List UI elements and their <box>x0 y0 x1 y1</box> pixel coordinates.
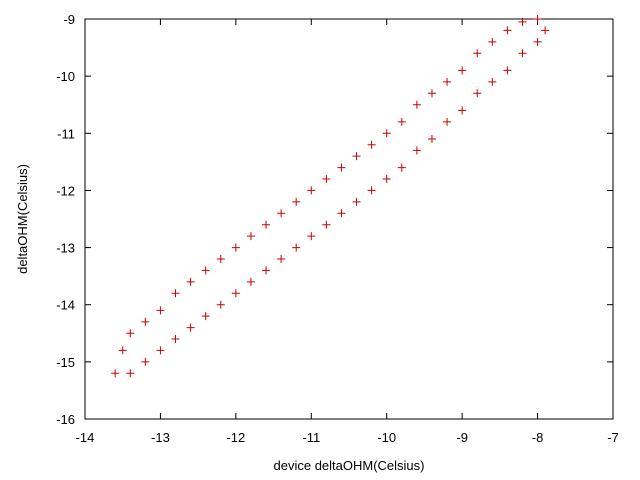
point <box>382 129 391 138</box>
y-tick-label: -14 <box>56 298 75 313</box>
point <box>337 163 346 172</box>
point <box>367 186 376 195</box>
point <box>277 255 286 263</box>
point <box>126 329 135 338</box>
y-tick-label: -13 <box>56 241 75 256</box>
point <box>231 289 240 298</box>
point <box>262 266 271 275</box>
point <box>216 300 225 309</box>
point <box>488 37 497 46</box>
x-tick-label: -7 <box>607 430 619 445</box>
point <box>518 49 527 58</box>
y-tick-label: -16 <box>56 412 75 427</box>
point <box>503 66 512 75</box>
x-tick-label: -8 <box>532 430 544 445</box>
point <box>186 277 195 286</box>
x-tick-label: -11 <box>302 430 320 445</box>
point <box>292 197 301 206</box>
point <box>262 220 271 229</box>
point <box>186 323 195 332</box>
point <box>246 277 255 286</box>
point <box>322 220 331 229</box>
point <box>156 346 165 355</box>
point <box>307 186 316 195</box>
point <box>427 89 436 98</box>
point <box>503 26 512 35</box>
point <box>458 106 467 115</box>
point <box>246 232 255 241</box>
point <box>307 232 316 241</box>
point <box>141 357 150 366</box>
point <box>156 306 165 315</box>
point <box>352 152 361 161</box>
point <box>126 369 135 378</box>
point <box>141 317 150 326</box>
point <box>488 77 497 86</box>
point <box>277 209 286 218</box>
y-tick-label: -12 <box>56 183 75 198</box>
point <box>518 17 527 26</box>
x-tick-label: -13 <box>151 430 170 445</box>
point <box>367 140 376 149</box>
point <box>216 255 225 263</box>
point <box>397 117 406 126</box>
point <box>382 175 391 183</box>
point <box>337 209 346 218</box>
y-tick-label: -9 <box>63 12 75 27</box>
point <box>412 146 421 155</box>
plot-frame <box>84 18 614 420</box>
point <box>533 37 542 46</box>
point <box>473 49 482 58</box>
point <box>397 163 406 172</box>
y-tick-label: -15 <box>56 355 75 370</box>
point <box>458 66 467 75</box>
point <box>473 89 482 98</box>
point <box>201 312 210 321</box>
point <box>171 335 180 343</box>
point <box>533 15 542 23</box>
point <box>118 346 127 355</box>
point <box>443 117 452 126</box>
point <box>352 197 361 206</box>
x-tick-label: -10 <box>377 430 396 445</box>
y-tick-label: -11 <box>57 126 75 141</box>
point <box>171 289 180 298</box>
point <box>427 135 436 143</box>
y-tick-label: -10 <box>56 69 75 84</box>
point <box>231 243 240 252</box>
point <box>412 100 421 109</box>
point <box>292 243 301 252</box>
point <box>111 369 120 378</box>
x-tick-label: -12 <box>226 430 245 445</box>
point <box>443 77 452 86</box>
x-tick-label: -9 <box>456 430 468 445</box>
point <box>322 175 331 183</box>
x-axis-label: device deltaOHM(Celsius) <box>274 458 425 473</box>
x-tick-label: -14 <box>76 430 95 445</box>
y-axis-label: deltaOHM(Celsius) <box>15 164 30 274</box>
point <box>541 26 550 35</box>
point <box>201 266 210 275</box>
